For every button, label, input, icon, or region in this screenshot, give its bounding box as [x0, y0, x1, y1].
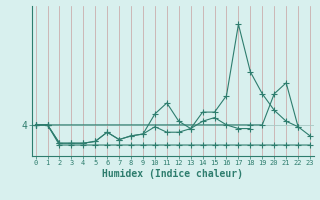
- X-axis label: Humidex (Indice chaleur): Humidex (Indice chaleur): [102, 169, 243, 179]
